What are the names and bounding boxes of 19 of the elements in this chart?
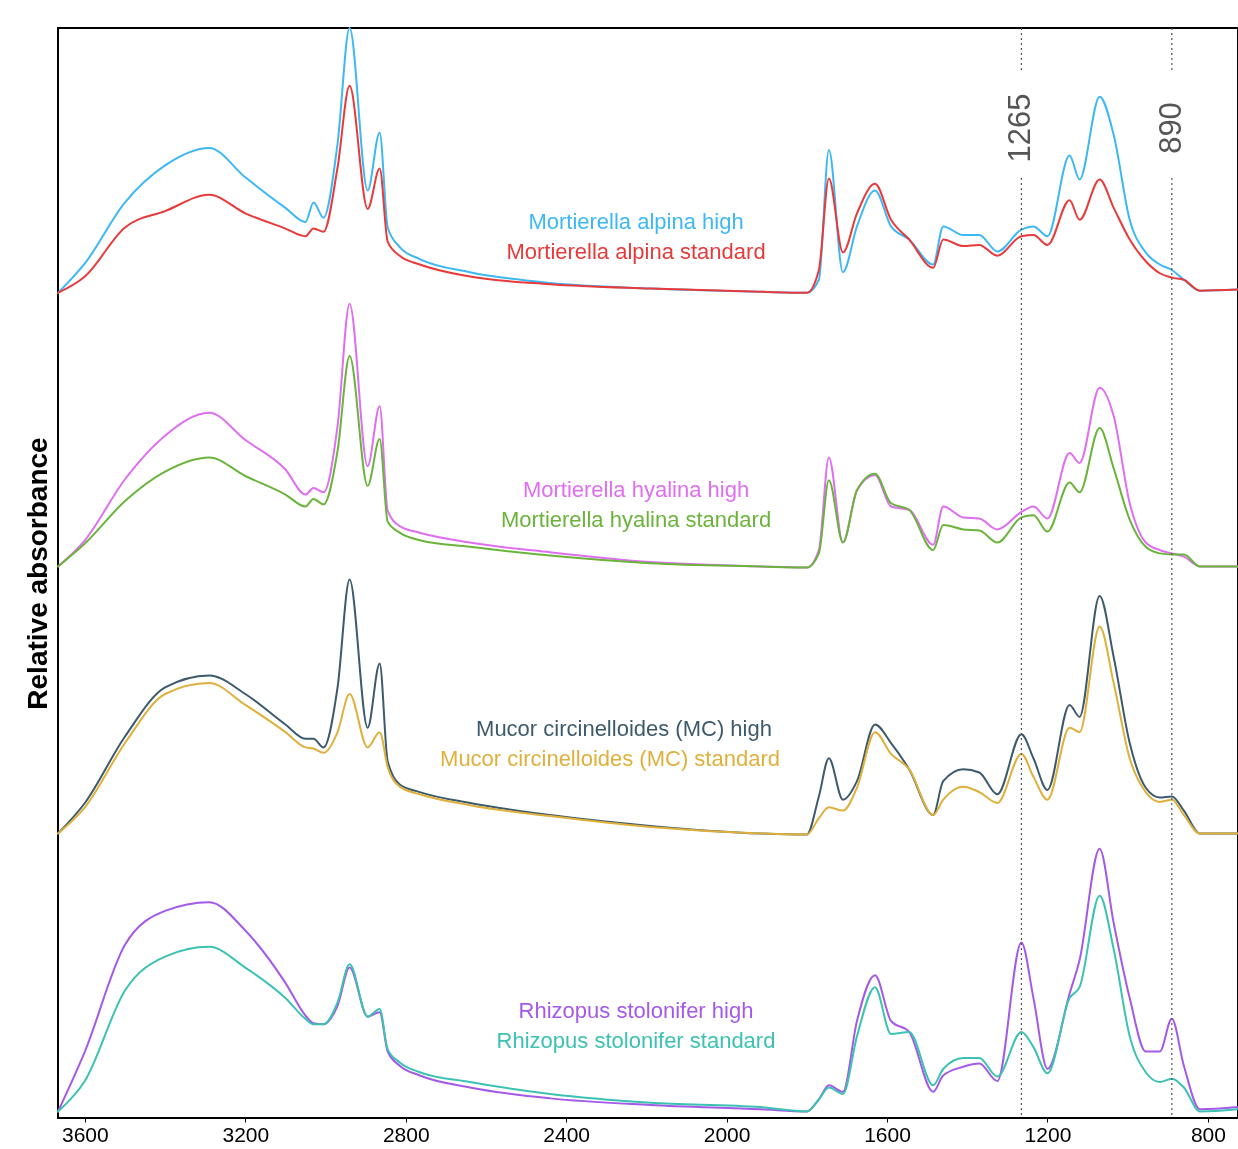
series-label: Mucor circinelloides (MC) standard <box>440 746 780 771</box>
series-label: Mortierella alpina standard <box>506 239 766 264</box>
y-axis-title: Relative absorbance <box>21 437 53 710</box>
series-label: Mortierella hyalina standard <box>500 507 772 532</box>
x-tick-label: 2400 <box>543 1122 591 1146</box>
x-tick-label: 3200 <box>222 1122 270 1146</box>
ref-line-label: 890 <box>1152 102 1188 154</box>
text: Mortierella alpina high <box>528 209 744 234</box>
x-tick-label: 3600 <box>62 1122 109 1146</box>
text: Rhizopus stolonifer high <box>518 998 754 1023</box>
text: Mortierella hyalina high <box>522 477 750 502</box>
series-label: Rhizopus stolonifer standard <box>496 1028 776 1053</box>
text: Mucor circinelloides (MC) high <box>476 716 772 741</box>
x-tick-label: 1600 <box>864 1122 911 1146</box>
ref-line-label: 1265 <box>1002 93 1038 163</box>
x-tick-label: 2000 <box>703 1122 751 1146</box>
x-tick-label: 800 <box>1190 1122 1226 1146</box>
x-tick-label: 1200 <box>1024 1122 1072 1146</box>
x-tick-label: 2800 <box>382 1122 430 1146</box>
